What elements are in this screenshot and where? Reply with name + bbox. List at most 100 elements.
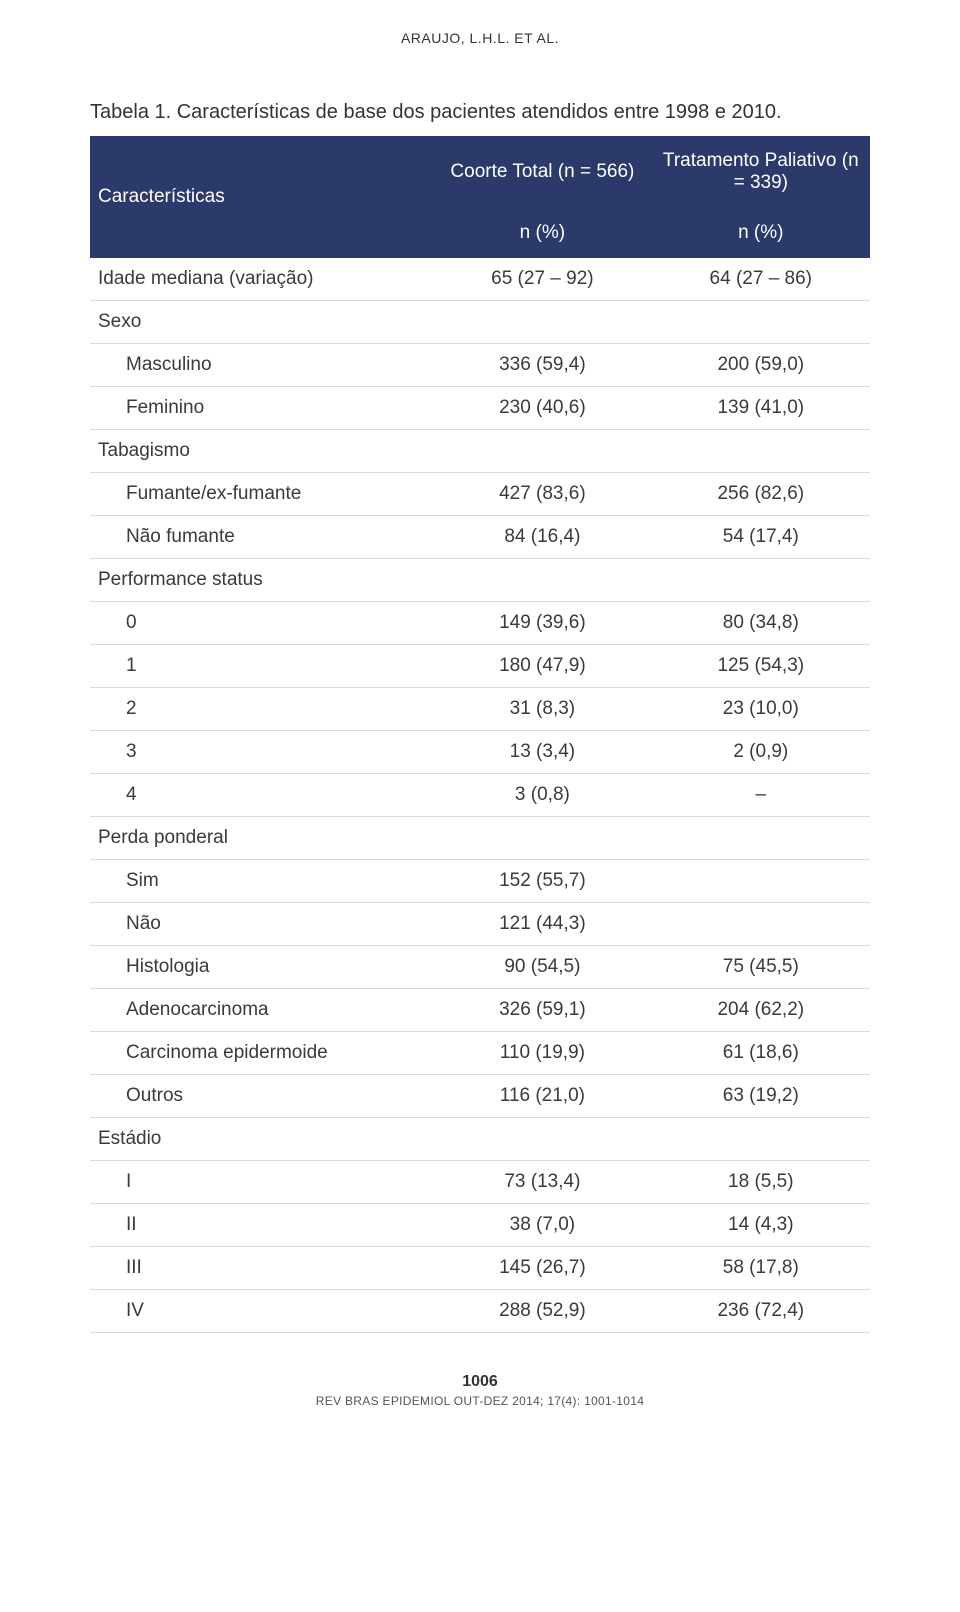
row-value-cohort: 149 (39,6) (433, 602, 651, 645)
row-value-cohort (433, 1118, 651, 1161)
row-value-palliative: 204 (62,2) (652, 989, 870, 1032)
row-value-palliative: 58 (17,8) (652, 1247, 870, 1290)
row-value-cohort (433, 301, 651, 344)
table-row: 1180 (47,9)125 (54,3) (90, 645, 870, 688)
table-row: Performance status (90, 559, 870, 602)
col-subheader-n-pct-1: n (%) (433, 208, 651, 258)
row-value-palliative: 139 (41,0) (652, 387, 870, 430)
row-label: Adenocarcinoma (90, 989, 433, 1032)
row-value-palliative: 236 (72,4) (652, 1290, 870, 1333)
row-value-cohort: 427 (83,6) (433, 473, 651, 516)
row-value-palliative (652, 817, 870, 860)
row-label: 1 (90, 645, 433, 688)
row-label: Masculino (90, 344, 433, 387)
row-value-cohort: 84 (16,4) (433, 516, 651, 559)
row-label: Não fumante (90, 516, 433, 559)
row-value-cohort: 145 (26,7) (433, 1247, 651, 1290)
row-value-cohort: 3 (0,8) (433, 774, 651, 817)
row-label: 4 (90, 774, 433, 817)
row-label: 3 (90, 731, 433, 774)
table-row: IV288 (52,9)236 (72,4) (90, 1290, 870, 1333)
table-row: Adenocarcinoma326 (59,1)204 (62,2) (90, 989, 870, 1032)
row-value-cohort: 90 (54,5) (433, 946, 651, 989)
row-value-palliative (652, 903, 870, 946)
row-value-cohort (433, 430, 651, 473)
table-row: Não121 (44,3) (90, 903, 870, 946)
table-row: 231 (8,3)23 (10,0) (90, 688, 870, 731)
row-value-palliative (652, 430, 870, 473)
row-value-palliative: 14 (4,3) (652, 1204, 870, 1247)
table-row: I73 (13,4)18 (5,5) (90, 1161, 870, 1204)
row-label: Outros (90, 1075, 433, 1118)
row-label: Não (90, 903, 433, 946)
row-value-cohort: 152 (55,7) (433, 860, 651, 903)
row-value-palliative: 256 (82,6) (652, 473, 870, 516)
row-value-palliative: 64 (27 – 86) (652, 258, 870, 301)
row-value-palliative: 2 (0,9) (652, 731, 870, 774)
row-value-cohort: 73 (13,4) (433, 1161, 651, 1204)
table-row: Outros116 (21,0)63 (19,2) (90, 1075, 870, 1118)
row-value-cohort: 336 (59,4) (433, 344, 651, 387)
row-value-cohort: 180 (47,9) (433, 645, 651, 688)
row-value-palliative: – (652, 774, 870, 817)
row-label: IV (90, 1290, 433, 1333)
row-label: III (90, 1247, 433, 1290)
col-header-characteristics: Características (90, 136, 433, 258)
row-label: Estádio (90, 1118, 433, 1161)
row-value-cohort: 38 (7,0) (433, 1204, 651, 1247)
characteristics-table: Características Coorte Total (n = 566) T… (90, 136, 870, 1333)
row-label: Perda ponderal (90, 817, 433, 860)
row-label: Tabagismo (90, 430, 433, 473)
row-value-cohort: 116 (21,0) (433, 1075, 651, 1118)
table-row: Histologia90 (54,5)75 (45,5) (90, 946, 870, 989)
row-value-palliative (652, 860, 870, 903)
row-value-cohort: 110 (19,9) (433, 1032, 651, 1075)
table-row: Carcinoma epidermoide110 (19,9)61 (18,6) (90, 1032, 870, 1075)
row-value-cohort: 13 (3,4) (433, 731, 651, 774)
running-header: ARAUJO, L.H.L. ET AL. (90, 30, 870, 46)
row-label: I (90, 1161, 433, 1204)
row-value-cohort (433, 559, 651, 602)
row-value-cohort: 326 (59,1) (433, 989, 651, 1032)
table-row: Perda ponderal (90, 817, 870, 860)
row-value-palliative: 63 (19,2) (652, 1075, 870, 1118)
table-row: Feminino230 (40,6)139 (41,0) (90, 387, 870, 430)
table-row: Não fumante84 (16,4)54 (17,4) (90, 516, 870, 559)
row-label: 0 (90, 602, 433, 645)
table-row: 0149 (39,6)80 (34,8) (90, 602, 870, 645)
col-header-palliative: Tratamento Paliativo (n = 339) (652, 136, 870, 208)
page-number: 1006 (90, 1373, 870, 1391)
row-label: Feminino (90, 387, 433, 430)
row-value-palliative: 125 (54,3) (652, 645, 870, 688)
row-label: Histologia (90, 946, 433, 989)
row-label: Sim (90, 860, 433, 903)
table-row: Estádio (90, 1118, 870, 1161)
table-row: II38 (7,0)14 (4,3) (90, 1204, 870, 1247)
row-label: Sexo (90, 301, 433, 344)
row-label: II (90, 1204, 433, 1247)
table-row: Tabagismo (90, 430, 870, 473)
table-row: 43 (0,8)– (90, 774, 870, 817)
row-value-cohort: 288 (52,9) (433, 1290, 651, 1333)
row-value-palliative: 61 (18,6) (652, 1032, 870, 1075)
row-value-cohort (433, 817, 651, 860)
row-value-palliative: 54 (17,4) (652, 516, 870, 559)
row-value-palliative: 18 (5,5) (652, 1161, 870, 1204)
row-value-palliative: 200 (59,0) (652, 344, 870, 387)
row-label: Fumante/ex-fumante (90, 473, 433, 516)
row-value-palliative: 23 (10,0) (652, 688, 870, 731)
table-row: 313 (3,4)2 (0,9) (90, 731, 870, 774)
row-value-palliative (652, 301, 870, 344)
table-row: Fumante/ex-fumante427 (83,6)256 (82,6) (90, 473, 870, 516)
table-row: Sim152 (55,7) (90, 860, 870, 903)
table-row: Sexo (90, 301, 870, 344)
row-value-palliative (652, 559, 870, 602)
row-value-palliative: 75 (45,5) (652, 946, 870, 989)
row-value-cohort: 31 (8,3) (433, 688, 651, 731)
row-label: 2 (90, 688, 433, 731)
col-header-cohort-total: Coorte Total (n = 566) (433, 136, 651, 208)
table-row: Masculino336 (59,4)200 (59,0) (90, 344, 870, 387)
row-label: Carcinoma epidermoide (90, 1032, 433, 1075)
journal-reference: REV BRAS EPIDEMIOL OUT-DEZ 2014; 17(4): … (90, 1394, 870, 1408)
table-row: III145 (26,7)58 (17,8) (90, 1247, 870, 1290)
